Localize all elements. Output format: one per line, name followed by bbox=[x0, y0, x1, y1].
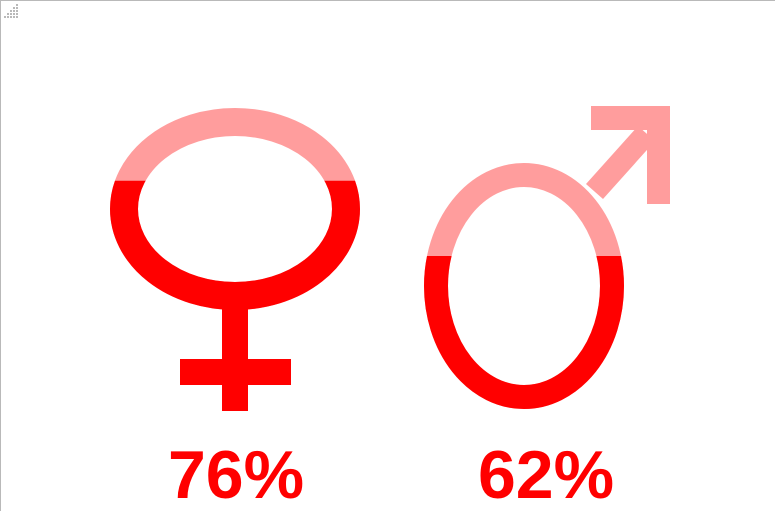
male-symbol-filled bbox=[424, 256, 624, 409]
female-symbol-icon bbox=[110, 108, 360, 411]
resize-grip-icon[interactable] bbox=[1, 1, 19, 19]
female-percentage-label: 76% bbox=[168, 437, 304, 512]
female-symbol-filled bbox=[110, 180, 360, 411]
male-symbol-icon bbox=[424, 106, 670, 409]
male-symbol-unfilled bbox=[424, 106, 670, 409]
male-percentage-label: 62% bbox=[478, 437, 614, 512]
